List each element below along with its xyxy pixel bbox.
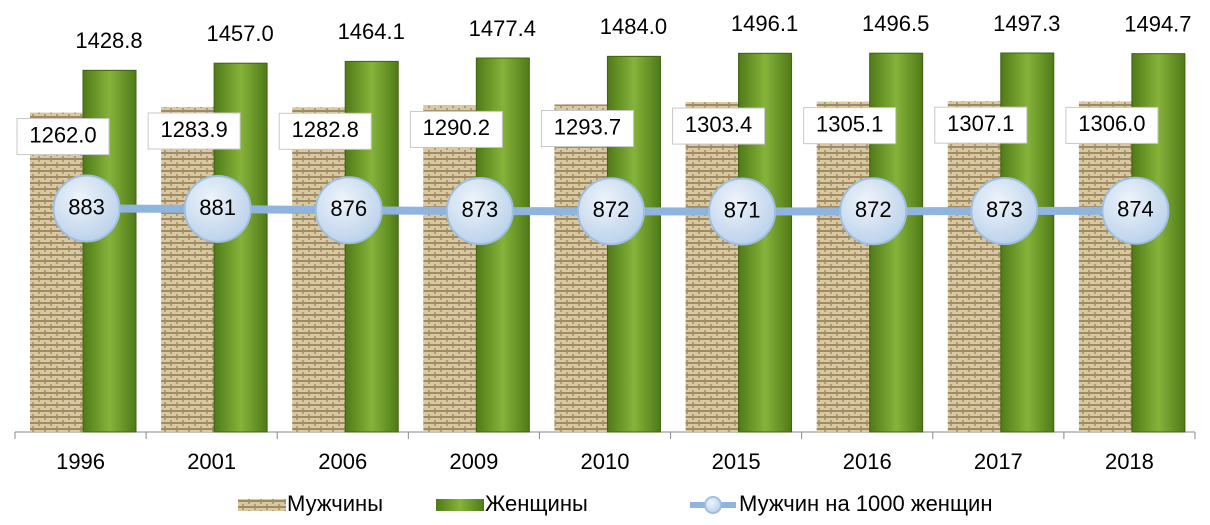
data-label: 1303.4 bbox=[685, 112, 752, 137]
bar bbox=[30, 112, 83, 433]
legend-label: Мужчин на 1000 женщин bbox=[739, 491, 993, 516]
label-box bbox=[672, 107, 766, 145]
data-label: 883 bbox=[68, 194, 105, 219]
bar bbox=[554, 104, 608, 432]
marker bbox=[839, 177, 908, 246]
x-tick-label: 1996 bbox=[56, 449, 105, 474]
data-label: 881 bbox=[199, 195, 236, 220]
data-label: 1293.7 bbox=[554, 114, 621, 139]
legend-swatch bbox=[436, 499, 484, 511]
label-box bbox=[540, 110, 634, 148]
data-label: 1428.8 bbox=[75, 28, 142, 53]
label-box bbox=[278, 112, 372, 150]
label-box bbox=[16, 118, 110, 156]
x-tick-label: 2009 bbox=[449, 449, 498, 474]
data-label: 1283.9 bbox=[160, 117, 227, 142]
data-label: 1457.0 bbox=[206, 21, 273, 46]
marker bbox=[708, 177, 777, 246]
marker bbox=[52, 174, 121, 243]
data-label: 1484.0 bbox=[600, 14, 667, 39]
bar bbox=[1078, 101, 1132, 432]
x-tick-label: 2016 bbox=[843, 449, 892, 474]
data-label: 872 bbox=[593, 197, 630, 222]
marker bbox=[1101, 176, 1170, 245]
data-label: 1494.7 bbox=[1124, 11, 1191, 36]
legend-swatch bbox=[704, 496, 722, 514]
marker bbox=[314, 176, 383, 245]
legend-label: Женщины bbox=[485, 491, 588, 516]
data-label: 1496.1 bbox=[731, 11, 798, 36]
data-label: 1282.8 bbox=[292, 117, 359, 142]
data-label: 874 bbox=[1117, 197, 1154, 222]
label-box bbox=[934, 106, 1028, 144]
data-label: 1305.1 bbox=[816, 111, 883, 136]
bar bbox=[685, 102, 739, 432]
x-tick-label: 2001 bbox=[187, 449, 236, 474]
bar bbox=[816, 101, 870, 433]
label-box bbox=[803, 107, 897, 145]
label-box bbox=[1065, 106, 1159, 144]
x-tick-label: 2006 bbox=[318, 449, 367, 474]
data-label: 876 bbox=[330, 196, 367, 221]
data-label: 873 bbox=[986, 197, 1023, 222]
marker bbox=[577, 177, 645, 246]
legend-label: Мужчины bbox=[287, 491, 383, 516]
data-label: 1262.0 bbox=[29, 122, 96, 147]
bar bbox=[292, 107, 346, 432]
data-label: 1307.1 bbox=[947, 111, 1014, 136]
bar bbox=[423, 105, 477, 432]
data-label: 871 bbox=[724, 197, 761, 222]
marker bbox=[970, 177, 1039, 246]
marker bbox=[445, 177, 514, 246]
data-label: 873 bbox=[462, 197, 499, 222]
data-label: 1290.2 bbox=[423, 115, 490, 140]
data-label: 1477.4 bbox=[469, 16, 536, 41]
data-label: 1497.3 bbox=[993, 11, 1060, 36]
label-box bbox=[409, 110, 503, 148]
x-tick-label: 2010 bbox=[581, 449, 630, 474]
data-label: 1306.0 bbox=[1078, 111, 1145, 136]
data-label: 1464.1 bbox=[338, 19, 405, 44]
label-box bbox=[147, 112, 241, 150]
x-tick-label: 2017 bbox=[974, 449, 1023, 474]
x-tick-label: 2018 bbox=[1105, 449, 1154, 474]
data-label: 872 bbox=[855, 197, 892, 222]
data-label: 1496.5 bbox=[862, 11, 929, 36]
bar bbox=[947, 101, 1001, 432]
x-tick-label: 2015 bbox=[712, 449, 761, 474]
marker bbox=[183, 174, 252, 243]
bar bbox=[161, 107, 215, 432]
legend-swatch bbox=[238, 499, 286, 511]
